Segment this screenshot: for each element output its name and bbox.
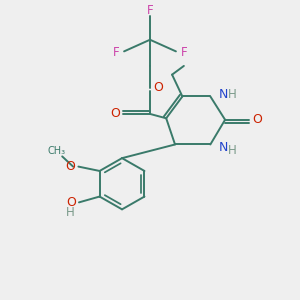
- Text: N: N: [219, 88, 229, 100]
- Text: H: H: [228, 144, 237, 158]
- Text: H: H: [228, 88, 237, 100]
- Text: O: O: [153, 81, 163, 94]
- Text: N: N: [219, 142, 229, 154]
- Text: O: O: [252, 113, 262, 126]
- Text: O: O: [66, 196, 76, 209]
- Text: CH₃: CH₃: [48, 146, 66, 156]
- Text: F: F: [147, 4, 153, 16]
- Text: H: H: [66, 206, 75, 219]
- Text: O: O: [110, 107, 120, 120]
- Text: F: F: [112, 46, 119, 59]
- Text: F: F: [181, 46, 188, 59]
- Text: O: O: [65, 160, 75, 173]
